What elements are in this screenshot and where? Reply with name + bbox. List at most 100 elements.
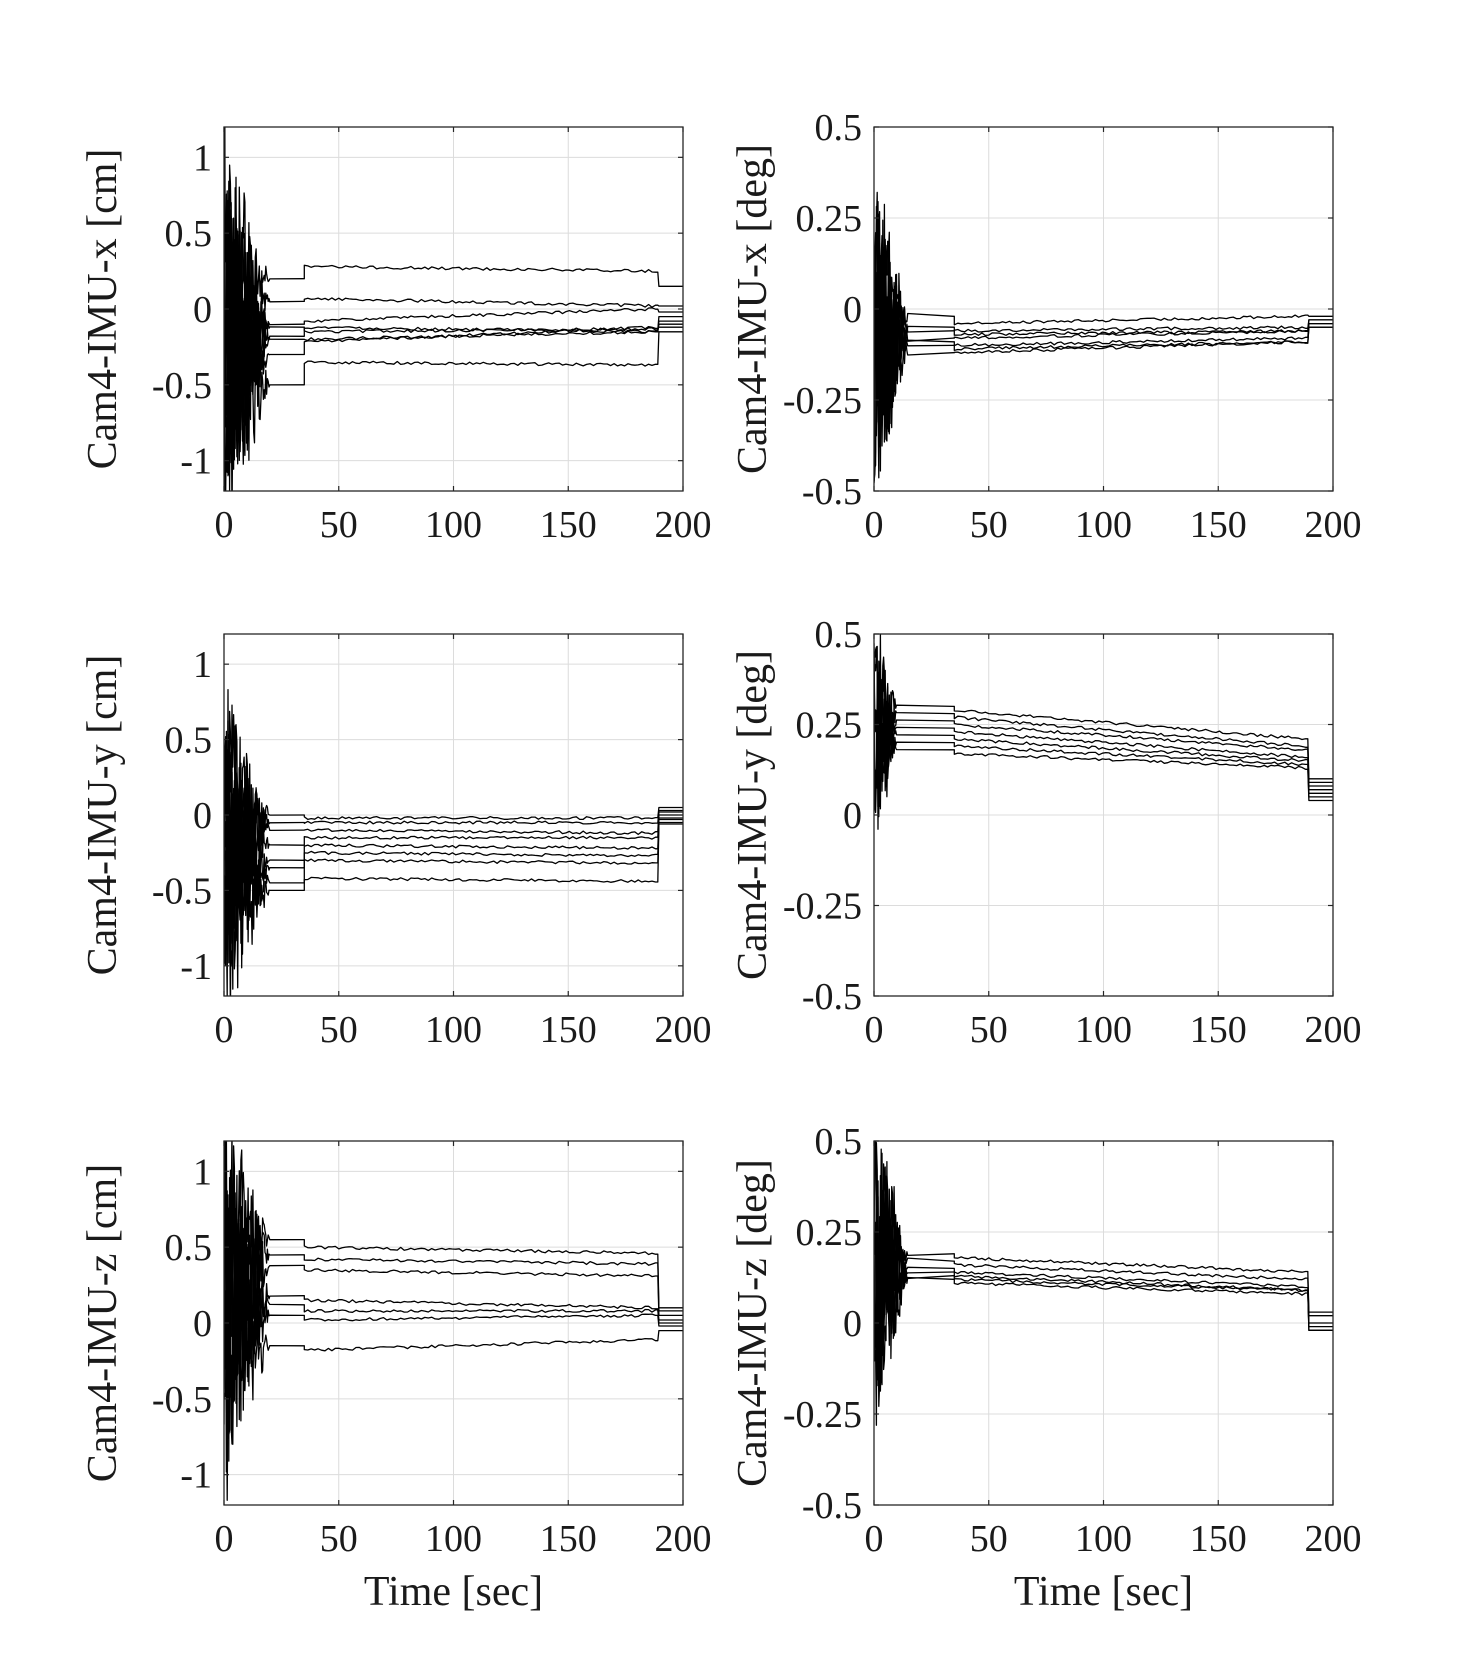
y-tick-label: -0.5	[152, 365, 212, 407]
series-line-run-5	[224, 1169, 683, 1439]
y-tick-label: -1	[180, 1455, 212, 1497]
subplot-6: 0 50 100 150 200 -0.5 -0.25 0 0.25 0.5 Cam4-IMU-z …	[730, 1121, 1362, 1615]
x-tick-label: 50	[320, 1009, 358, 1051]
y-tick-label: 0.5	[815, 614, 863, 656]
y-tick-label: -0.25	[783, 380, 862, 422]
x-tick-label: 50	[970, 1518, 1008, 1560]
x-tick-label: 0	[215, 1009, 234, 1051]
series-line-run-6	[874, 1186, 1333, 1426]
subplot-2: 0 50 100 150 200 -0.5 -0.25 0 0.25 0.5 Cam4-IMU-x …	[730, 107, 1362, 546]
x-tick-label: 50	[970, 504, 1008, 546]
x-tick-label: 0	[215, 1518, 234, 1560]
x-tick-label: 150	[1190, 1518, 1247, 1560]
y-tick-label: 0	[193, 1303, 212, 1345]
y-tick-label: -0.25	[783, 1394, 862, 1436]
y-axis-label: Cam4-IMU-x [deg]	[730, 144, 776, 474]
x-tick-label: 100	[1075, 504, 1132, 546]
x-tick-label: 150	[540, 1009, 597, 1051]
series-line-run-4	[874, 1163, 1333, 1387]
x-tick-label: 150	[540, 1518, 597, 1560]
series-line-run-3	[874, 1142, 1333, 1392]
y-tick-label: -1	[180, 946, 212, 988]
y-axis-label: Cam4-IMU-z [deg]	[730, 1159, 776, 1487]
y-tick-label: -0.5	[152, 1379, 212, 1421]
x-tick-label: 200	[655, 504, 712, 546]
x-tick-label: 100	[425, 504, 482, 546]
y-tick-label: 0.5	[165, 213, 213, 255]
y-axis-label: Cam4-IMU-z [cm]	[80, 1164, 126, 1482]
x-tick-label: 150	[1190, 1009, 1247, 1051]
series-line-run-7	[224, 1203, 683, 1501]
x-tick-label: 100	[1075, 1009, 1132, 1051]
y-tick-label: 0	[843, 289, 862, 331]
y-axis-label: Cam4-IMU-y [deg]	[730, 650, 776, 980]
y-tick-label: -0.25	[783, 886, 862, 928]
series-group	[874, 1141, 1333, 1426]
series-line-run-2	[874, 647, 1333, 784]
y-tick-label: -0.5	[152, 870, 212, 912]
y-tick-label: 0.5	[815, 1121, 863, 1163]
x-tick-label: 200	[655, 1518, 712, 1560]
x-tick-label: 200	[1305, 504, 1362, 546]
series-line-run-1	[874, 634, 1333, 793]
y-tick-label: 0	[193, 795, 212, 837]
series-line-run-2	[224, 1172, 683, 1388]
x-tick-label: 0	[865, 504, 884, 546]
x-tick-label: 50	[320, 504, 358, 546]
series-line-run-5	[874, 213, 1333, 482]
series-line-run-8	[224, 782, 683, 996]
y-tick-label: 0	[843, 1303, 862, 1345]
y-tick-label: -0.5	[802, 976, 862, 1018]
y-tick-label: 0.25	[796, 1212, 863, 1254]
x-tick-label: 200	[655, 1009, 712, 1051]
y-tick-label: 0.25	[796, 705, 863, 747]
subplot-3: 0 50 100 150 200 -1 -0.5 0 0.5 1 Cam4-IMU-y [cm]	[80, 633, 712, 1051]
subplot-5: 0 50 100 150 200 -1 -0.5 0 0.5 1 Cam4-IMU-z [cm] Ti…	[80, 1140, 712, 1615]
series-group	[874, 634, 1333, 830]
x-tick-label: 200	[1305, 1009, 1362, 1051]
subplot-4: 0 50 100 150 200 -0.5 -0.25 0 0.25 0.5 Cam4-IMU-y …	[730, 614, 1362, 1051]
y-tick-label: 0.5	[815, 107, 863, 149]
x-tick-label: 50	[320, 1518, 358, 1560]
series-line-run-7	[874, 234, 1333, 484]
y-axis-label: Cam4-IMU-y [cm]	[80, 655, 126, 976]
x-tick-label: 0	[865, 1518, 884, 1560]
series-group	[224, 1141, 683, 1501]
series-line-run-5	[874, 659, 1333, 818]
x-tick-label: 0	[215, 504, 234, 546]
subplot-1: 0 50 100 150 200 -1 -0.5 0 0.5 1 Cam4-IMU-x [cm]	[80, 126, 712, 546]
x-tick-label: 100	[425, 1009, 482, 1051]
y-tick-label: 1	[193, 644, 212, 686]
y-tick-label: 0	[843, 795, 862, 837]
x-tick-label: 150	[1190, 504, 1247, 546]
y-tick-label: 0.5	[165, 720, 213, 762]
series-line-run-1	[874, 203, 1333, 476]
series-line-run-5	[224, 733, 683, 967]
series-group	[874, 191, 1333, 484]
y-tick-label: 1	[193, 1151, 212, 1193]
x-axis-label: Time [sec]	[364, 1569, 543, 1615]
x-tick-label: 100	[425, 1518, 482, 1560]
x-axis-label: Time [sec]	[1014, 1569, 1193, 1615]
series-line-run-6	[224, 738, 683, 967]
series-line-run-4	[874, 237, 1333, 483]
series-line-run-1	[874, 1148, 1333, 1367]
series-group	[224, 127, 683, 491]
y-axis-label: Cam4-IMU-x [cm]	[80, 149, 126, 470]
y-tick-label: 1	[193, 137, 212, 179]
x-tick-label: 200	[1305, 1518, 1362, 1560]
x-tick-label: 50	[970, 1009, 1008, 1051]
series-line-run-7	[224, 256, 683, 491]
y-tick-label: 0	[193, 289, 212, 331]
x-tick-label: 0	[865, 1009, 884, 1051]
y-tick-label: -0.5	[802, 471, 862, 513]
series-line-run-5	[874, 1141, 1333, 1389]
series-group	[224, 689, 683, 996]
x-tick-label: 100	[1075, 1518, 1132, 1560]
series-line-run-7	[874, 667, 1333, 814]
series-line-run-8	[224, 257, 683, 491]
y-tick-label: -0.5	[802, 1485, 862, 1527]
y-tick-label: 0.5	[165, 1227, 213, 1269]
y-tick-label: 0.25	[796, 198, 863, 240]
